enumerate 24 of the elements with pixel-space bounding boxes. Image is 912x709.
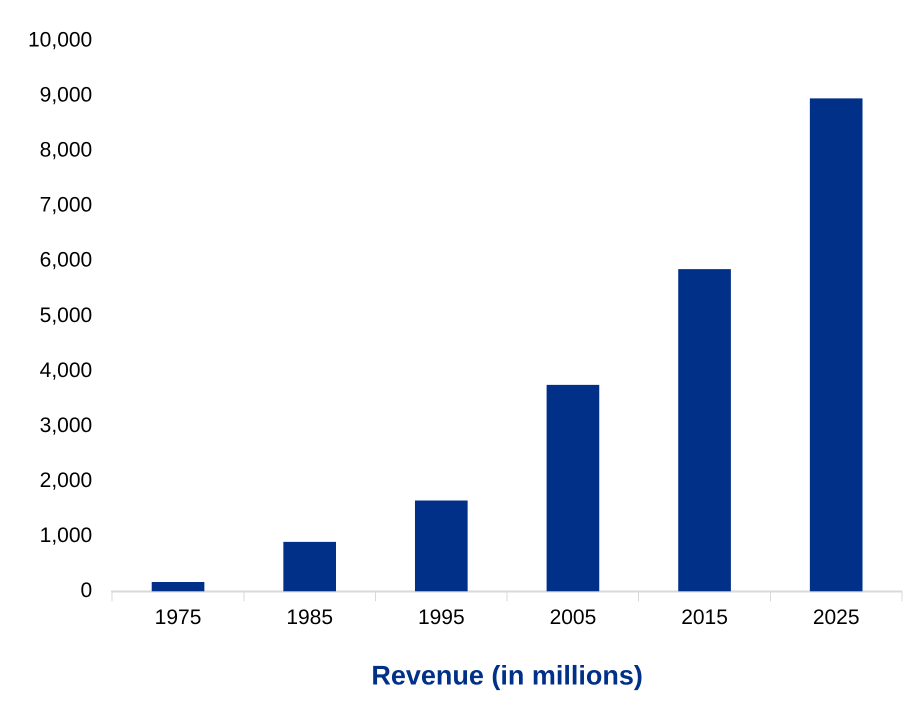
bar [546, 384, 600, 592]
x-tick-label: 1995 [418, 606, 465, 629]
x-tick-label: 2005 [550, 606, 596, 629]
x-tick-label: 1985 [286, 606, 334, 629]
y-tick-label: 8,000 [40, 138, 92, 162]
x-tick-label: 1975 [154, 606, 202, 629]
x-tick-label: 2025 [812, 606, 860, 629]
y-tick-label: 6,000 [40, 248, 92, 272]
y-tick-label: 7,000 [40, 194, 92, 217]
x-tick-label: 2015 [681, 606, 728, 629]
bar [152, 582, 204, 592]
bar [283, 542, 336, 592]
y-tick-label: 1,000 [40, 524, 92, 548]
y-tick-label: 9,000 [40, 83, 92, 106]
x-axis-title: Revenue (in millions) [371, 660, 643, 690]
y-tick-label: 2,000 [40, 469, 92, 492]
bar [810, 98, 863, 592]
bar [414, 500, 468, 592]
bar [678, 269, 731, 592]
y-tick-label: 0 [80, 579, 92, 602]
y-tick-label: 5,000 [40, 304, 92, 327]
y-tick-label: 4,000 [40, 358, 92, 382]
y-tick-label: 10,000 [28, 28, 92, 52]
y-tick-label: 3,000 [40, 414, 92, 437]
